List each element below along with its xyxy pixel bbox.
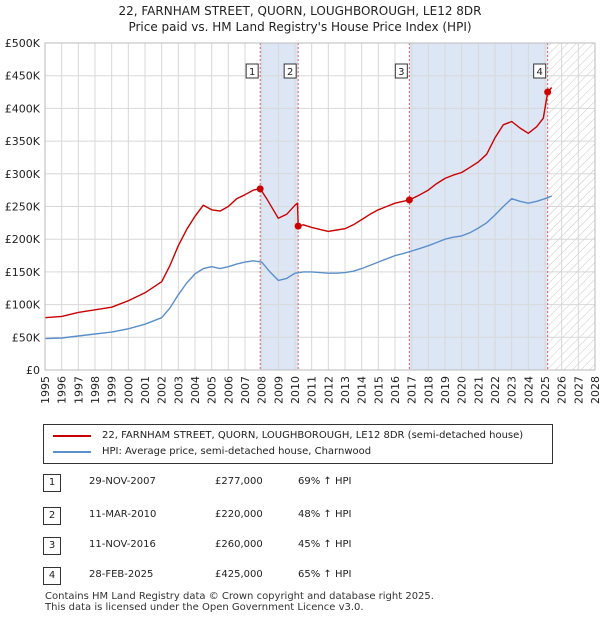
x-tick-label: 2026 — [556, 376, 569, 404]
x-tick-label: 2028 — [589, 376, 600, 404]
y-tick-label: £0 — [26, 364, 40, 377]
sale-label-text: 3 — [398, 67, 404, 78]
y-tick-label: £400K — [5, 102, 41, 115]
sale-hpi-change: 69% ↑ HPI — [298, 476, 352, 487]
sale-price: £425,000 — [215, 569, 263, 580]
sale-number-badge: 4 — [43, 567, 61, 585]
legend-label-property: 22, FARNHAM STREET, QUORN, LOUGHBOROUGH,… — [102, 430, 524, 441]
sale-label-box — [394, 63, 408, 79]
x-tick-label: 2004 — [189, 376, 202, 404]
sale-price: £260,000 — [215, 539, 263, 550]
chart-title-line2: Price paid vs. HM Land Registry's House … — [128, 20, 472, 34]
sale-date: 11-MAR-2010 — [89, 509, 157, 520]
sale-price: £277,000 — [215, 476, 263, 487]
x-tick-label: 2009 — [272, 376, 285, 404]
sale-marker-point — [544, 88, 552, 96]
footer-line2: This data is licensed under the Open Gov… — [45, 602, 364, 613]
x-tick-label: 2007 — [239, 376, 252, 404]
x-tick-label: 1996 — [56, 376, 69, 404]
x-tick-label: 2003 — [172, 376, 185, 404]
sale-row: 1 29-NOV-2007 £277,000 69% ↑ HPI — [43, 474, 443, 492]
sale-date: 28-FEB-2025 — [89, 569, 154, 580]
x-tick-label: 2020 — [456, 376, 469, 404]
sale-label-text: 2 — [287, 67, 293, 78]
sale-markers — [256, 88, 552, 230]
sale-row: 3 11-NOV-2016 £260,000 45% ↑ HPI — [43, 537, 443, 555]
series-lines — [44, 87, 553, 340]
x-tick-label: 2002 — [156, 376, 169, 404]
x-tick-label: 2021 — [472, 376, 485, 404]
x-tick-label: 2017 — [406, 376, 419, 404]
y-tick-label: £250K — [5, 201, 41, 214]
sale-price: £220,000 — [215, 509, 263, 520]
x-tick-label: 1999 — [106, 376, 119, 404]
legend-line-hpi — [53, 451, 91, 453]
sale-label-box — [245, 63, 259, 79]
sale-marker-point — [294, 222, 302, 230]
sale-label-text: 4 — [536, 67, 542, 78]
x-tick-label: 2000 — [122, 376, 135, 404]
y-tick-label: £200K — [5, 233, 41, 246]
x-tick-label: 2016 — [389, 376, 402, 404]
footer-line1: Contains HM Land Registry data © Crown c… — [45, 591, 434, 602]
x-tick-label: 2013 — [339, 376, 352, 404]
x-axis-ticks: 1995 1996 1997 1998 1999 2000 2001 2002 2003 2004… — [39, 376, 600, 404]
sale-hpi-change: 45% ↑ HPI — [298, 539, 352, 550]
y-tick-label: £500K — [5, 37, 41, 50]
sale-date: 29-NOV-2007 — [89, 476, 156, 487]
y-tick-label: £50K — [12, 331, 41, 344]
sale-label-text: 1 — [249, 67, 255, 78]
x-tick-label: 2025 — [539, 376, 552, 404]
sale-row: 4 28-FEB-2025 £425,000 65% ↑ HPI — [43, 567, 443, 585]
x-tick-label: 2011 — [306, 376, 319, 404]
x-tick-label: 1995 — [39, 376, 52, 404]
x-tick-label: 2014 — [356, 376, 369, 404]
sale-vertical-lines — [259, 43, 549, 370]
sale-label-box — [533, 63, 547, 79]
x-tick-label: 1997 — [72, 376, 85, 404]
x-tick-label: 2024 — [522, 376, 535, 404]
x-tick-label: 2027 — [572, 376, 585, 404]
sale-marker-labels: 1 2 3 4 — [245, 63, 547, 79]
legend-line-property — [53, 435, 91, 437]
sale-row: 2 11-MAR-2010 £220,000 48% ↑ HPI — [43, 507, 443, 525]
chart-title-line1: 22, FARNHAM STREET, QUORN, LOUGHBOROUGH,… — [118, 4, 482, 18]
x-tick-label: 2019 — [439, 376, 452, 404]
property-price-line — [44, 87, 553, 319]
sale-number-badge: 1 — [43, 474, 61, 492]
x-tick-label: 2012 — [322, 376, 335, 404]
sale-hpi-change: 48% ↑ HPI — [298, 509, 352, 520]
y-axis-ticks: £0 £50K £100K £150K £200K £250K £300K £350K £400… — [5, 37, 41, 377]
x-tick-label: 2008 — [256, 376, 269, 404]
sale-number-badge: 3 — [43, 537, 61, 555]
y-tick-label: £300K — [5, 168, 41, 181]
y-tick-label: £350K — [5, 135, 41, 148]
x-tick-label: 2005 — [206, 376, 219, 404]
x-tick-label: 2010 — [289, 376, 302, 404]
sale-marker-point — [256, 185, 264, 193]
sale-hpi-change: 65% ↑ HPI — [298, 569, 352, 580]
x-tick-label: 2023 — [506, 376, 519, 404]
x-tick-label: 2022 — [489, 376, 502, 404]
sale-label-box — [283, 63, 297, 79]
x-tick-label: 2015 — [372, 376, 385, 404]
footer-attribution: Contains HM Land Registry data © Crown c… — [45, 591, 434, 613]
x-tick-label: 2018 — [422, 376, 435, 404]
sale-date: 11-NOV-2016 — [89, 539, 156, 550]
legend-label-hpi: HPI: Average price, semi-detached house,… — [102, 446, 372, 457]
sale-marker-point — [405, 196, 413, 204]
y-tick-label: £100K — [5, 299, 41, 312]
x-tick-label: 1998 — [89, 376, 102, 404]
legend: 22, FARNHAM STREET, QUORN, LOUGHBOROUGH,… — [43, 424, 553, 464]
price-chart: 1 2 3 4 £0 £50K £100K £150K £200K £250K £300K £350… — [5, 37, 600, 404]
y-tick-label: £450K — [5, 70, 41, 83]
y-tick-label: £150K — [5, 266, 41, 279]
x-tick-label: 2006 — [222, 376, 235, 404]
hpi-line — [44, 195, 552, 340]
sale-number-badge: 2 — [43, 507, 61, 525]
x-tick-label: 2001 — [139, 376, 152, 404]
plot-frame — [44, 42, 596, 371]
